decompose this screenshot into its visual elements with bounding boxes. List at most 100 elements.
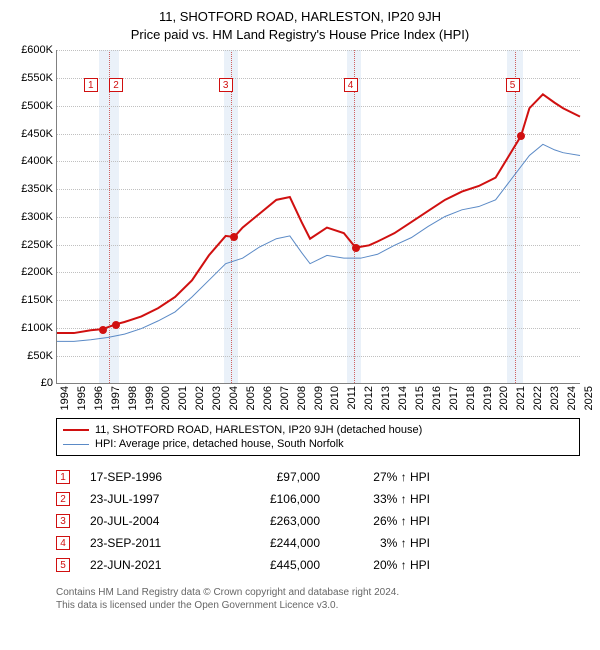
y-axis-label: £450K [21,128,53,140]
x-axis-label: 2009 [313,386,325,410]
x-axis-label: 2007 [279,386,291,410]
transaction-number: 1 [56,470,70,484]
x-axis-label: 2020 [498,386,510,410]
transaction-marker-label: 1 [84,78,98,92]
legend-line-icon [63,444,89,445]
x-axis-label: 1998 [127,386,139,410]
x-axis-label: 2019 [482,386,494,410]
x-axis-label: 1994 [59,386,71,410]
x-axis-label: 2016 [431,386,443,410]
x-axis-label: 2014 [397,386,409,410]
footer-line2: This data is licensed under the Open Gov… [56,599,580,612]
transaction-date: 23-JUL-1997 [90,492,200,506]
y-axis-label: £250K [21,239,53,251]
line-series-svg [57,50,580,383]
y-axis-label: £50K [27,350,53,362]
footer-text: Contains HM Land Registry data © Crown c… [56,586,580,612]
transaction-price: £263,000 [220,514,320,528]
title-area: 11, SHOTFORD ROAD, HARLESTON, IP20 9JH P… [14,8,586,44]
y-axis-label: £300K [21,211,53,223]
legend-label: 11, SHOTFORD ROAD, HARLESTON, IP20 9JH (… [95,424,422,436]
transaction-number: 2 [56,492,70,506]
transaction-row: 1 17-SEP-1996 £97,000 27% ↑ HPI [56,466,580,488]
transaction-diff: 27% ↑ HPI [340,470,430,484]
y-axis-label: £350K [21,183,53,195]
series-line [57,95,580,334]
footer-line1: Contains HM Land Registry data © Crown c… [56,586,580,599]
x-axis-label: 2001 [177,386,189,410]
title-subtitle: Price paid vs. HM Land Registry's House … [14,26,586,44]
transaction-row: 3 20-JUL-2004 £263,000 26% ↑ HPI [56,510,580,532]
x-axis-label: 1999 [144,386,156,410]
transaction-date: 17-SEP-1996 [90,470,200,484]
price-marker [112,321,120,329]
x-axis-label: 2018 [465,386,477,410]
transaction-number: 3 [56,514,70,528]
y-axis-label: £550K [21,72,53,84]
price-marker [230,233,238,241]
legend-box: 11, SHOTFORD ROAD, HARLESTON, IP20 9JH (… [56,418,580,456]
x-axis-label: 2024 [566,386,578,410]
transaction-date: 23-SEP-2011 [90,536,200,550]
x-axis-label: 2017 [448,386,460,410]
x-axis-label: 1997 [110,386,122,410]
transaction-number: 5 [56,558,70,572]
x-axis-label: 2025 [583,386,595,410]
x-axis-label: 2000 [160,386,172,410]
x-axis-label: 2008 [296,386,308,410]
plot-area: £0£50K£100K£150K£200K£250K£300K£350K£400… [56,50,580,384]
transaction-diff: 3% ↑ HPI [340,536,430,550]
legend-line-icon [63,429,89,431]
legend-item: HPI: Average price, detached house, Sout… [63,437,573,451]
transaction-marker-label: 3 [219,78,233,92]
y-axis-label: £500K [21,100,53,112]
x-axis-label: 2015 [414,386,426,410]
transaction-diff: 33% ↑ HPI [340,492,430,506]
x-axis-label: 2012 [363,386,375,410]
title-address: 11, SHOTFORD ROAD, HARLESTON, IP20 9JH [14,8,586,26]
transaction-diff: 26% ↑ HPI [340,514,430,528]
legend-label: HPI: Average price, detached house, Sout… [95,438,344,450]
x-axis-label: 2023 [549,386,561,410]
x-axis-label: 2003 [211,386,223,410]
chart-area: £0£50K£100K£150K£200K£250K£300K£350K£400… [56,50,580,410]
y-axis-label: £0 [41,377,53,389]
legend-item: 11, SHOTFORD ROAD, HARLESTON, IP20 9JH (… [63,423,573,437]
x-axis-labels: 1994 1995 1996 1997 1998 1999 2000 2001 2002 2003… [56,384,580,410]
chart-container: 11, SHOTFORD ROAD, HARLESTON, IP20 9JH P… [0,0,600,650]
transaction-date: 22-JUN-2021 [90,558,200,572]
y-axis-label: £150K [21,294,53,306]
transaction-diff: 20% ↑ HPI [340,558,430,572]
x-axis-label: 1995 [76,386,88,410]
transaction-marker-label: 4 [344,78,358,92]
transaction-price: £106,000 [220,492,320,506]
x-axis-label: 2022 [532,386,544,410]
transaction-marker-label: 5 [506,78,520,92]
x-axis-label: 2002 [194,386,206,410]
series-line [57,145,580,342]
price-marker [352,244,360,252]
y-axis-label: £200K [21,266,53,278]
price-marker [99,326,107,334]
y-axis-label: £100K [21,322,53,334]
x-axis-label: 2013 [380,386,392,410]
transaction-table: 1 17-SEP-1996 £97,000 27% ↑ HPI 2 23-JUL-1997… [56,466,580,576]
transaction-price: £244,000 [220,536,320,550]
x-axis-label: 1996 [93,386,105,410]
transaction-date: 20-JUL-2004 [90,514,200,528]
x-axis-label: 2011 [346,386,358,410]
x-axis-label: 2010 [329,386,341,410]
transaction-price: £97,000 [220,470,320,484]
x-axis-label: 2005 [245,386,257,410]
transaction-marker-label: 2 [109,78,123,92]
x-axis-label: 2004 [228,386,240,410]
y-axis-label: £400K [21,155,53,167]
transaction-row: 2 23-JUL-1997 £106,000 33% ↑ HPI [56,488,580,510]
transaction-price: £445,000 [220,558,320,572]
y-axis-label: £600K [21,44,53,56]
x-axis-label: 2021 [515,386,527,410]
x-axis-label: 2006 [262,386,274,410]
transaction-row: 4 23-SEP-2011 £244,000 3% ↑ HPI [56,532,580,554]
price-marker [517,132,525,140]
transaction-number: 4 [56,536,70,550]
